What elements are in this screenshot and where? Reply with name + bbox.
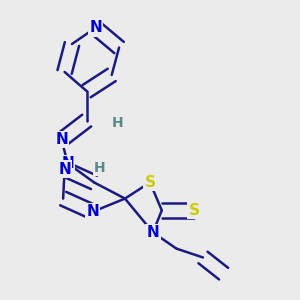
Text: N: N [86, 204, 99, 219]
Text: N: N [147, 225, 159, 240]
Text: H: H [112, 116, 123, 130]
Text: S: S [145, 175, 155, 190]
Text: H: H [94, 161, 106, 175]
Text: S: S [189, 203, 200, 218]
Text: N: N [61, 156, 74, 171]
Text: N: N [55, 132, 68, 147]
Text: N: N [58, 162, 71, 177]
Text: N: N [89, 20, 102, 35]
